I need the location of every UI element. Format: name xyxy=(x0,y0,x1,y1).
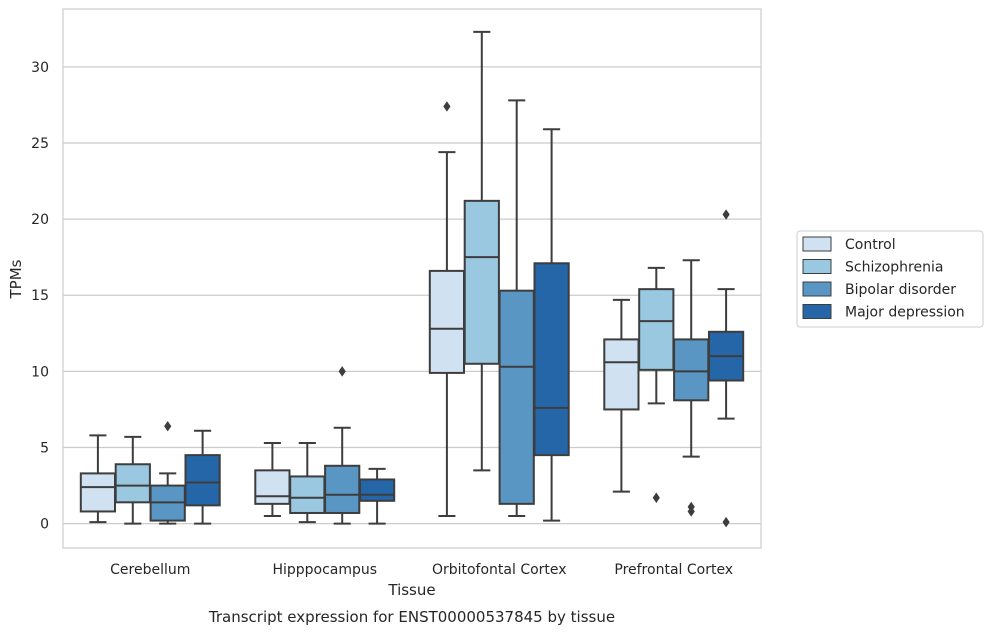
y-tick-label: 20 xyxy=(31,212,49,228)
box xyxy=(673,259,710,517)
box xyxy=(114,435,151,525)
outlier-point xyxy=(652,492,660,503)
box xyxy=(184,429,221,525)
outlier-point xyxy=(722,516,730,528)
box-body xyxy=(498,289,535,505)
box xyxy=(428,101,466,518)
box-body xyxy=(184,454,221,507)
box xyxy=(707,209,745,528)
legend-swatch xyxy=(802,259,832,274)
outlier-point xyxy=(722,209,730,220)
legend-item: Schizophrenia xyxy=(802,259,943,276)
grid-lines xyxy=(63,66,761,525)
plot-frame xyxy=(62,8,762,549)
legend-swatch xyxy=(802,281,832,297)
category-group xyxy=(428,30,570,522)
legend: Control Schizophrenia Bipolar disorder Majo… xyxy=(796,230,984,328)
y-tick-label: 5 xyxy=(40,441,49,457)
box-body xyxy=(463,199,500,365)
x-axis-label: Tissue xyxy=(387,581,435,599)
box-body xyxy=(289,475,326,514)
legend-item: Bipolar disorder xyxy=(802,281,956,298)
y-axis: 0 5 10 15 20 25 30 xyxy=(31,60,49,533)
outlier-point xyxy=(443,101,451,112)
y-tick-label: 10 xyxy=(31,364,49,380)
box-body xyxy=(79,472,117,513)
y-tick-label: 25 xyxy=(31,136,49,152)
box xyxy=(79,434,117,524)
y-tick-label: 15 xyxy=(31,288,49,304)
outlier-point xyxy=(164,420,172,432)
legend-item: Control xyxy=(802,236,896,253)
box-body xyxy=(114,463,151,504)
box-body xyxy=(533,262,570,457)
box-body xyxy=(358,478,396,502)
box-body xyxy=(324,464,361,514)
legend-label: Major depression xyxy=(845,305,965,321)
category-group xyxy=(254,366,396,525)
y-tick-label: 0 xyxy=(40,517,49,533)
legend-swatch xyxy=(802,236,832,252)
box xyxy=(533,128,570,522)
legend-label: Schizophrenia xyxy=(845,260,943,276)
box xyxy=(324,366,361,525)
category-group xyxy=(603,209,745,528)
y-tick-label: 30 xyxy=(31,60,49,76)
box xyxy=(638,266,675,503)
legend-item: Major depression xyxy=(802,304,965,321)
category-group xyxy=(79,420,221,525)
box xyxy=(358,467,396,525)
legend-label: Bipolar disorder xyxy=(845,282,956,298)
outlier-point xyxy=(687,506,695,517)
box-body xyxy=(673,338,710,402)
x-tick-label: Orbitofontal Cortex xyxy=(432,562,567,578)
x-axis: Cerebellum Hipppocampus Orbitofontal Corte… xyxy=(110,562,733,578)
y-axis-label: TPMs xyxy=(7,259,25,299)
box xyxy=(254,441,291,518)
box-body xyxy=(638,288,675,371)
legend-swatch xyxy=(802,304,832,319)
box xyxy=(603,298,640,493)
plot-area xyxy=(79,30,745,528)
box xyxy=(463,30,500,472)
box-body xyxy=(254,469,291,505)
legend-label: Control xyxy=(845,237,896,253)
box xyxy=(149,420,186,525)
outlier-point xyxy=(338,366,346,377)
box xyxy=(498,99,535,518)
x-tick-label: Cerebellum xyxy=(110,562,190,578)
chart-caption: Transcript expression for ENST0000053784… xyxy=(208,608,615,626)
legend-frame xyxy=(796,230,984,328)
box-body xyxy=(428,269,466,374)
x-tick-label: Prefrontal Cortex xyxy=(614,562,733,578)
x-tick-label: Hipppocampus xyxy=(272,562,377,578)
box xyxy=(289,441,326,524)
box-body xyxy=(603,338,640,411)
